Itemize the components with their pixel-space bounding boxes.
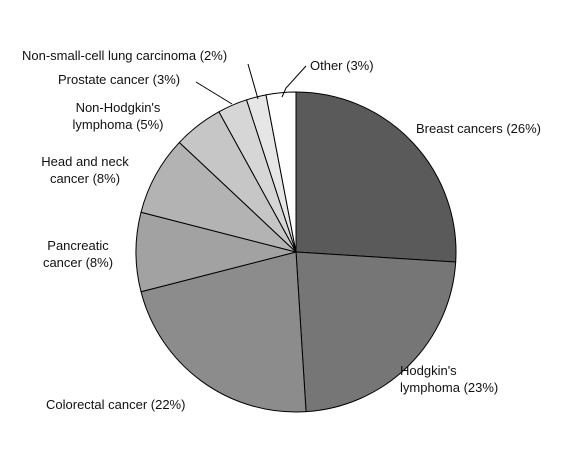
- slice-label-non-hodgkin-s-lymphoma: Non-Hodgkin's lymphoma (5%): [72, 100, 163, 132]
- slice-label-line: lymphoma (23%): [400, 380, 498, 395]
- leader-lines-layer: [195, 63, 307, 105]
- slice-label-line: Head and neck: [41, 154, 129, 169]
- slice-label-other: Other (3%): [310, 58, 374, 73]
- slice-label-non-small-cell-lung-carcinoma: Non-small-cell lung carcinoma (2%): [22, 48, 227, 63]
- slice-label-breast-cancers: Breast cancers (26%): [416, 121, 541, 136]
- pie-slice-breast-cancers: [295, 91, 457, 263]
- slice-label-line: Non-small-cell lung carcinoma (2%): [22, 48, 227, 63]
- slice-label-colorectal-cancer: Colorectal cancer (22%): [46, 397, 185, 412]
- slice-label-head-and-neck-cancer: Head and neck cancer (8%): [41, 154, 129, 186]
- labels-layer: Breast cancers (26%) Hodgkin's lymphoma (2…: [22, 48, 541, 412]
- slice-label-hodgkin-s-lymphoma: Hodgkin's lymphoma (23%): [400, 363, 498, 395]
- slice-label-line: Pancreatic: [47, 238, 109, 253]
- slice-label-line: Hodgkin's: [400, 363, 457, 378]
- slice-label-line: lymphoma (5%): [72, 117, 163, 132]
- leader-line: [247, 63, 259, 100]
- slice-label-pancreatic-cancer: Pancreatic cancer (8%): [43, 238, 113, 270]
- slice-label-line: Other (3%): [310, 58, 374, 73]
- slice-label-prostate-cancer: Prostate cancer (3%): [58, 72, 180, 87]
- leader-line: [195, 81, 233, 105]
- slices-layer: [135, 91, 457, 413]
- slice-label-line: Non-Hodgkin's: [76, 100, 161, 115]
- slice-label-line: cancer (8%): [43, 255, 113, 270]
- slice-label-line: Breast cancers (26%): [416, 121, 541, 136]
- leader-line: [281, 65, 307, 98]
- slice-label-line: cancer (8%): [50, 171, 120, 186]
- slice-label-line: Prostate cancer (3%): [58, 72, 180, 87]
- slice-label-line: Colorectal cancer (22%): [46, 397, 185, 412]
- pie-slice-other: [265, 91, 297, 253]
- pie-slice-colorectal-cancer: [140, 251, 307, 413]
- pie-slice-hodgkin-s-lymphoma: [295, 251, 457, 413]
